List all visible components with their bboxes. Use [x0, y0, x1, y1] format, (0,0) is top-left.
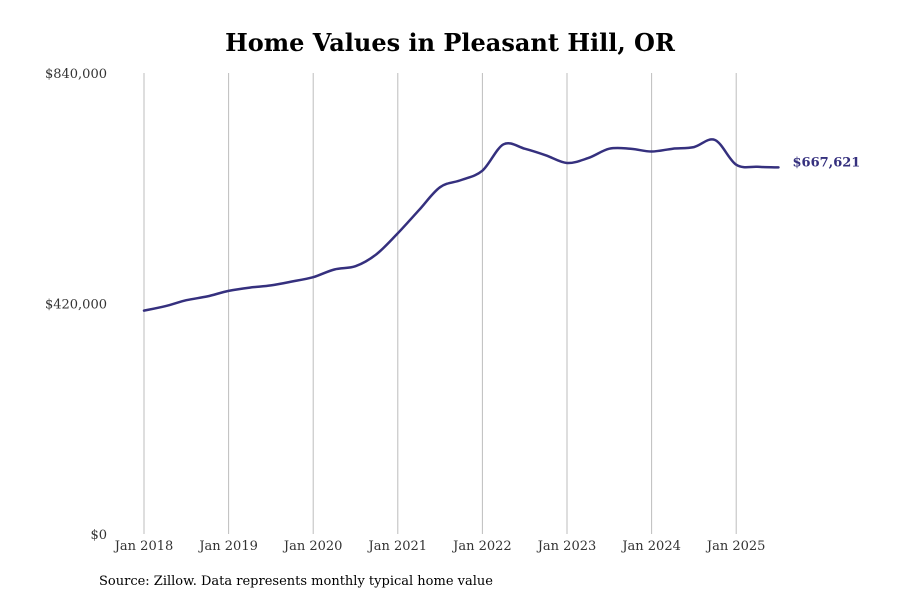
y-tick-label: $0: [90, 528, 107, 543]
x-tick-label: Jan 2021: [367, 539, 428, 554]
x-tick-label: Jan 2023: [536, 539, 597, 554]
x-axis-tick-labels: Jan 2018 Jan 2019 Jan 2020 Jan 2021 Jan 2022…: [113, 539, 766, 554]
y-tick-label: $840,000: [45, 67, 107, 82]
x-tick-label: Jan 2020: [282, 539, 343, 554]
chart-title: Home Values in Pleasant Hill, OR: [225, 28, 675, 57]
y-tick-label: $420,000: [45, 298, 107, 313]
x-tick-label: Jan 2018: [113, 539, 174, 554]
end-value-label: $667,621: [793, 155, 861, 170]
series-line-home-value: [142, 138, 780, 312]
x-tick-label: Jan 2025: [705, 539, 766, 554]
x-tick-label: Jan 2024: [620, 539, 681, 554]
x-tick-label: Jan 2022: [451, 539, 512, 554]
vertical-gridlines: [143, 73, 737, 534]
source-note: Source: Zillow. Data represents monthly …: [99, 574, 493, 589]
x-tick-label: Jan 2019: [197, 539, 258, 554]
y-axis-tick-labels: $0 $420,000 $840,000: [45, 67, 107, 543]
